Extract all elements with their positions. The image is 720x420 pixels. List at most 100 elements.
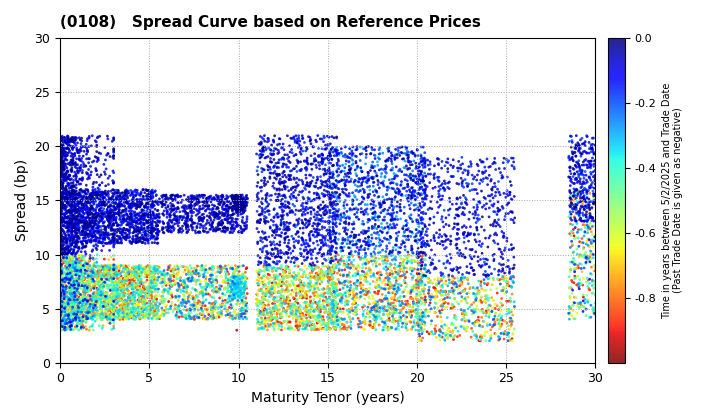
Point — [213, 219, 225, 226]
Point — [83, 273, 94, 280]
Point — [221, 202, 233, 209]
Point — [186, 301, 198, 308]
Point — [341, 186, 352, 193]
Point — [65, 247, 76, 253]
Point — [399, 158, 410, 164]
Point — [68, 189, 80, 196]
Point — [580, 211, 591, 218]
Point — [590, 178, 601, 184]
Point — [354, 176, 366, 183]
Point — [419, 249, 431, 256]
Point — [117, 227, 129, 234]
Point — [324, 209, 336, 216]
Point — [379, 322, 391, 329]
Point — [276, 326, 287, 333]
Point — [68, 263, 79, 270]
Point — [202, 228, 214, 235]
Point — [99, 209, 111, 215]
Point — [105, 299, 117, 305]
Point — [57, 286, 68, 293]
Point — [60, 320, 71, 326]
Point — [179, 312, 191, 318]
Point — [316, 190, 328, 197]
Point — [233, 201, 244, 207]
Point — [62, 270, 73, 277]
Point — [105, 299, 117, 305]
Point — [102, 316, 114, 323]
Point — [73, 210, 85, 217]
Point — [63, 259, 75, 266]
Point — [569, 202, 580, 208]
Point — [262, 297, 274, 304]
Point — [255, 299, 266, 306]
Point — [76, 248, 87, 255]
Point — [323, 167, 335, 173]
Point — [93, 273, 104, 280]
Point — [166, 207, 178, 214]
Point — [195, 279, 207, 286]
Point — [261, 310, 273, 317]
Point — [374, 151, 385, 158]
Point — [81, 202, 92, 209]
Point — [258, 234, 270, 241]
Point — [64, 237, 76, 244]
Point — [295, 281, 307, 288]
Point — [81, 221, 92, 228]
Point — [320, 323, 331, 329]
Point — [227, 297, 238, 303]
Point — [60, 187, 72, 194]
Point — [588, 307, 599, 314]
Point — [60, 307, 72, 313]
Point — [138, 186, 149, 193]
Point — [71, 216, 83, 223]
Point — [397, 263, 409, 270]
Point — [590, 142, 601, 148]
Point — [69, 163, 81, 170]
Point — [350, 248, 361, 255]
Point — [197, 271, 208, 278]
Point — [99, 144, 111, 151]
Point — [572, 139, 584, 146]
Point — [300, 289, 311, 296]
Point — [120, 187, 131, 194]
Point — [55, 276, 67, 283]
Point — [160, 195, 171, 202]
Point — [263, 137, 274, 144]
Point — [84, 191, 96, 198]
Point — [320, 168, 331, 174]
Point — [414, 337, 426, 344]
Point — [259, 268, 271, 275]
Point — [466, 307, 477, 314]
Point — [88, 222, 99, 229]
Point — [412, 306, 423, 312]
Point — [109, 292, 120, 299]
Point — [570, 189, 581, 195]
Point — [151, 200, 163, 207]
Point — [114, 297, 126, 303]
Point — [461, 224, 472, 231]
Point — [174, 275, 186, 282]
Point — [135, 316, 146, 323]
Point — [417, 328, 428, 335]
Point — [282, 287, 294, 294]
Point — [60, 152, 72, 159]
Point — [385, 202, 397, 208]
Point — [420, 173, 432, 180]
Point — [323, 207, 335, 214]
Point — [274, 289, 286, 296]
Point — [273, 147, 284, 154]
Point — [67, 190, 78, 197]
Point — [585, 158, 597, 164]
Point — [57, 289, 68, 295]
Point — [173, 265, 184, 272]
Point — [114, 270, 126, 277]
Point — [324, 247, 336, 253]
Point — [95, 272, 107, 278]
Point — [496, 301, 508, 307]
Point — [74, 165, 86, 171]
Point — [215, 221, 226, 228]
Point — [228, 199, 240, 206]
Point — [417, 162, 428, 168]
Point — [262, 271, 274, 278]
Point — [67, 302, 78, 308]
